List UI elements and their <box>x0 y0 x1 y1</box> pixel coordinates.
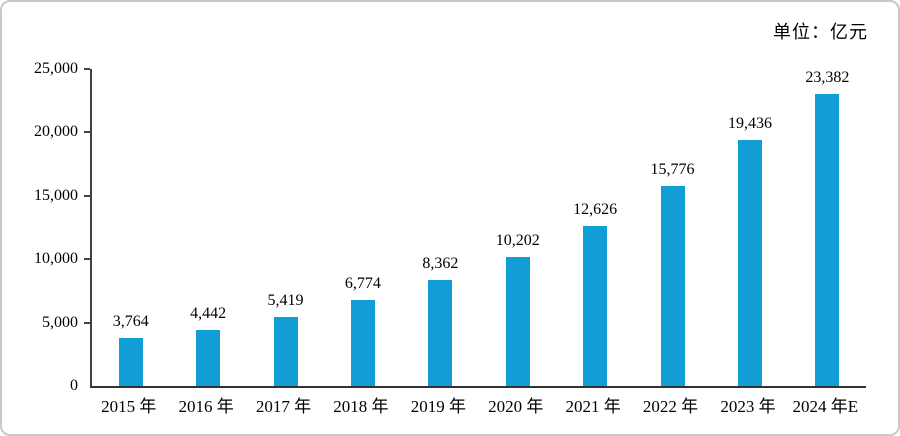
bar-value-label: 3,764 <box>112 313 149 331</box>
plot-area: 3,764 4,442 5,419 6,774 8,362 10,202 12,626 15,… <box>84 68 866 388</box>
bar-value-label: 15,776 <box>650 160 695 178</box>
bar <box>583 225 608 386</box>
bar-slot: 3,764 <box>92 69 169 386</box>
bar-value-label: 6,774 <box>344 275 381 293</box>
y-tick-label: 5,000 <box>42 313 78 331</box>
y-tick-mark <box>84 194 90 197</box>
bar-slot: 4,442 <box>169 69 246 386</box>
bar-slot: 5,419 <box>247 69 324 386</box>
x-tick-label: 2021 年 <box>565 397 621 416</box>
bar-value-label: 8,362 <box>422 254 459 272</box>
bar-value-label: 4,442 <box>190 304 227 322</box>
bar-value-label: 23,382 <box>805 69 850 86</box>
y-tick-mark <box>84 68 90 70</box>
y-tick-mark <box>84 258 90 261</box>
y-axis: 0 5,000 10,000 15,000 20,000 25,000 <box>2 60 78 394</box>
x-tick-label: 2016 年 <box>178 397 234 416</box>
bar <box>428 279 453 386</box>
bar-value-label: 12,626 <box>573 200 618 218</box>
bar <box>350 300 375 386</box>
y-tick-label: 20,000 <box>34 123 78 141</box>
bar-value-label: 19,436 <box>727 114 772 132</box>
bar <box>660 185 685 386</box>
bar <box>737 139 762 386</box>
y-tick-label: 0 <box>70 377 78 394</box>
x-tick-label: 2019 年 <box>410 397 466 416</box>
bar <box>505 256 530 386</box>
bar-slot: 8,362 <box>402 69 479 386</box>
x-tick-label: 2015 年 <box>101 397 157 416</box>
bar-slot: 6,774 <box>324 69 401 386</box>
x-tick-label: 2017 年 <box>255 397 312 416</box>
bar <box>815 94 840 386</box>
bar-slot: 12,626 <box>556 69 633 386</box>
bar-value-label: 10,202 <box>495 231 540 249</box>
x-axis: 2015 年 2016 年 2017 年 2018 年 2019 年 2020 年 2021… <box>90 394 864 424</box>
bar <box>273 317 298 386</box>
bar-value-label: 5,419 <box>267 292 304 310</box>
bar-slot: 15,776 <box>634 69 711 386</box>
unit-label: 单位：亿元 <box>773 22 868 42</box>
y-tick-label: 10,000 <box>34 250 78 268</box>
y-tick-mark <box>84 321 90 324</box>
bar-slot: 23,382 <box>789 69 866 386</box>
bar <box>118 338 143 386</box>
bar-slot: 19,436 <box>711 69 788 386</box>
x-tick-label: 2018 年 <box>333 397 389 416</box>
x-tick-label: 2024 年E <box>792 397 859 416</box>
x-tick-label: 2023 年 <box>720 397 776 416</box>
y-tick-label: 15,000 <box>34 186 78 204</box>
x-tick-label: 2022 年 <box>642 397 699 416</box>
bar-slot: 10,202 <box>479 69 556 386</box>
y-tick-mark <box>84 131 90 134</box>
bar <box>196 329 221 386</box>
x-tick-label: 2020 年 <box>488 397 544 416</box>
y-tick-label: 25,000 <box>34 60 78 77</box>
